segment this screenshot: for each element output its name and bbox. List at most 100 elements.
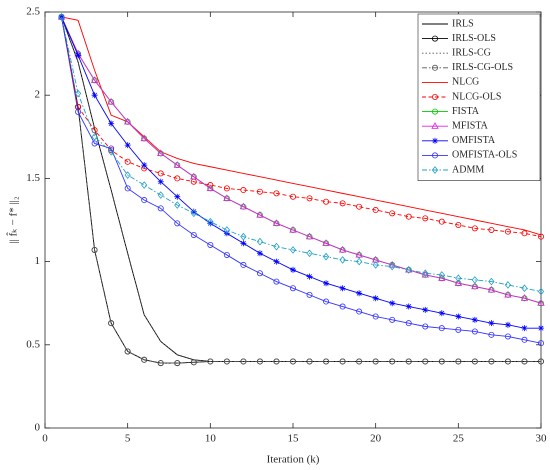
marker [488,277,495,286]
marker [58,13,65,20]
marker [124,158,131,165]
marker [455,326,462,333]
marker [289,225,297,233]
marker [289,285,296,292]
series-line [61,16,541,329]
marker [306,358,313,365]
marker [91,92,98,99]
marker [471,316,478,323]
marker [455,221,462,228]
marker [239,202,248,210]
marker [273,258,280,265]
marker [256,270,263,277]
marker [537,299,545,306]
marker [455,313,462,320]
marker [190,208,197,215]
marker [306,291,313,298]
marker [356,203,363,210]
marker [306,195,313,202]
marker [537,287,545,296]
series-line [61,16,542,304]
marker [356,358,363,365]
marker [322,239,330,246]
marker [141,356,148,363]
y-tick-label: 1 [35,255,41,267]
marker [504,321,511,328]
marker [431,94,438,101]
y-tick-label: 0 [35,422,41,434]
marker [174,193,181,200]
legend: IRLS IRLS-OLS IRLS-CG IRLS-CG-OLS NLCG NLCG-O… [417,13,541,181]
marker [422,269,429,278]
marker [190,209,197,218]
marker [422,323,429,330]
marker [338,245,347,253]
marker [190,359,197,366]
x-tick-label: 25 [453,433,465,445]
marker [431,152,438,159]
marker [141,181,148,189]
marker [521,336,528,343]
marker [124,185,131,192]
x-tick-label: 10 [205,433,217,445]
marker [91,246,98,253]
marker [256,237,264,246]
marker [538,340,545,347]
marker [289,358,296,365]
marker [157,178,164,185]
marker [488,320,495,327]
marker [256,250,263,257]
marker [504,228,511,235]
marker [339,358,346,365]
legend-label: OMFISTA-OLS [452,150,517,161]
marker [223,226,230,234]
marker [108,320,115,327]
marker [91,140,98,147]
marker [157,149,165,157]
marker [538,233,545,240]
marker [389,262,396,271]
y-tick-label: 2.5 [26,6,40,18]
legend-label: NLCG [452,77,479,88]
y-tick-label: 0.5 [26,338,40,350]
marker [207,220,214,227]
marker [432,137,438,144]
marker [240,232,247,241]
marker [521,230,528,237]
marker [174,201,181,209]
legend-label: IRLS-OLS [452,33,496,44]
marker [207,358,214,365]
marker [339,303,346,310]
marker [455,274,462,283]
marker [422,215,429,222]
y-axis-label: || f̂ₖ − f* ||₂ [6,196,20,244]
marker [157,360,164,367]
marker [488,331,495,338]
marker [174,175,181,182]
marker [422,358,429,365]
marker [471,225,478,232]
marker [438,325,445,332]
marker [58,13,65,21]
marker [290,266,296,273]
marker [108,147,115,156]
x-tick-label: 20 [370,433,382,445]
marker [431,64,438,71]
legend-label: MFISTA [452,120,489,131]
marker [174,220,181,227]
marker [538,358,545,365]
marker [431,35,438,42]
legend-label: ADMM [452,164,484,175]
marker [405,358,412,365]
marker [389,210,396,217]
marker [405,320,412,327]
marker [107,97,115,105]
marker [471,276,478,284]
x-tick-label: 5 [125,433,131,445]
legend-label: IRLS-CG [452,47,491,58]
marker [207,217,214,226]
marker [372,358,379,365]
marker [157,205,164,212]
marker [273,242,280,251]
